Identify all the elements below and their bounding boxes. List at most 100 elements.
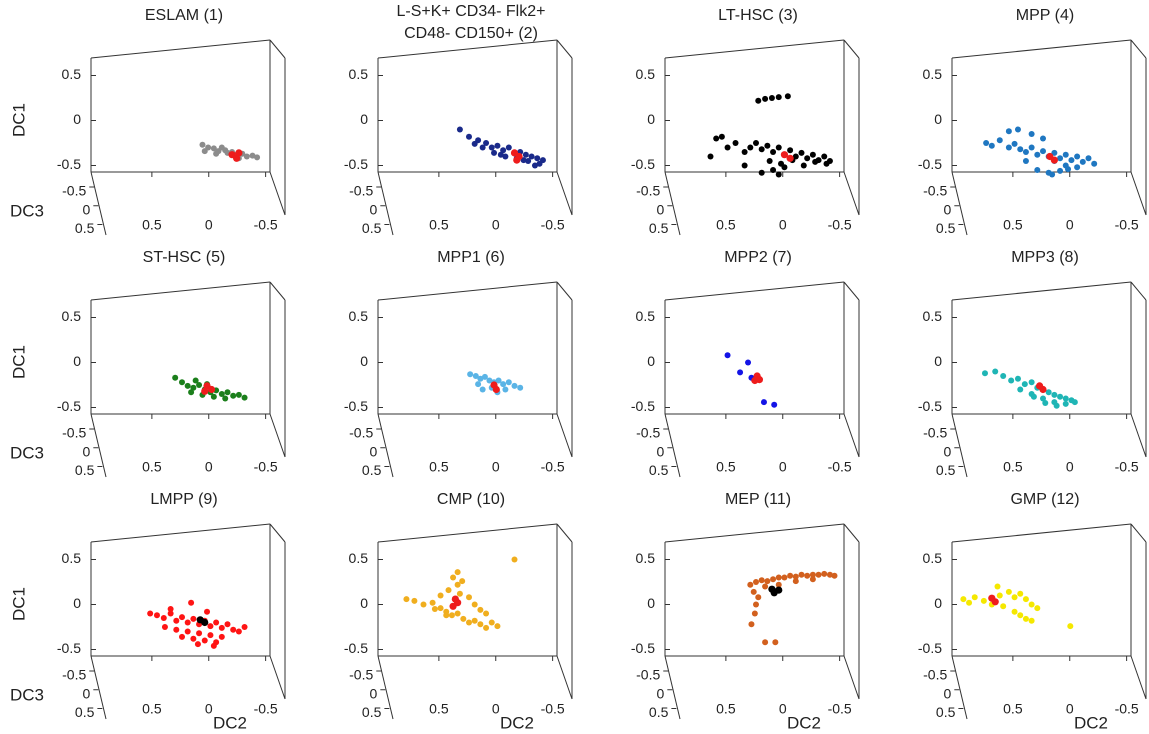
- axis-box: [377, 39, 558, 59]
- data-point: [1045, 389, 1052, 396]
- z-tick-label: 0: [370, 443, 378, 459]
- data-point: [1067, 623, 1074, 630]
- x-tick-label: 0.5: [1003, 701, 1023, 717]
- axis-box: [843, 655, 860, 700]
- panel: MPP (4) 0.5 0 -0.5 0.5 0 -0.5 -0.5 0 0.5: [918, 7, 1147, 236]
- data-point: [192, 377, 199, 384]
- data-point: [190, 384, 197, 391]
- data-point: [988, 142, 995, 149]
- data-point: [1049, 171, 1056, 178]
- data-point: [466, 619, 472, 626]
- data-point: [210, 145, 217, 152]
- data-point: [505, 379, 512, 386]
- data-point: [826, 571, 833, 578]
- data-point: [971, 594, 978, 601]
- data-point: [766, 158, 773, 164]
- y-tick-label: 0: [934, 595, 942, 611]
- y-tick-label: 0.5: [62, 308, 82, 324]
- data-point: [775, 171, 782, 178]
- data-point: [511, 382, 518, 389]
- axis-box: [90, 171, 107, 236]
- data-point: [495, 377, 502, 384]
- data-point: [770, 149, 777, 155]
- data-point: [1057, 167, 1064, 174]
- data-point: [160, 615, 167, 621]
- z-tick-label: -0.5: [349, 667, 373, 683]
- data-point: [179, 633, 185, 640]
- y-tick-label: -0.5: [631, 156, 655, 172]
- z-tick-label: 0.5: [75, 220, 95, 236]
- axis-box: [664, 39, 845, 59]
- data-point: [792, 573, 799, 580]
- axis-box: [556, 171, 573, 216]
- data-point: [800, 162, 807, 169]
- data-point: [741, 162, 748, 169]
- data-point: [161, 624, 168, 630]
- data-point: [707, 153, 714, 160]
- data-point: [525, 158, 532, 164]
- data-point: [775, 574, 782, 581]
- data-point: [472, 373, 479, 379]
- data-point: [741, 149, 748, 155]
- data-point: [179, 614, 185, 621]
- z-tick-label: 0.5: [649, 220, 669, 236]
- x-tick-label: 0.5: [142, 217, 162, 233]
- axis-box: [1130, 655, 1147, 700]
- y-tick-label: 0.5: [923, 308, 943, 324]
- data-point: [1042, 400, 1049, 406]
- data-point: [448, 612, 455, 619]
- data-point: [1022, 158, 1029, 164]
- x-tick-label: 0: [779, 701, 787, 717]
- data-point: [784, 93, 791, 100]
- data-point: [991, 598, 999, 606]
- data-point: [429, 599, 436, 606]
- z-tick-label: 0.5: [936, 220, 956, 236]
- y-tick-label: 0: [934, 111, 942, 127]
- x-tick-label: -0.5: [254, 217, 278, 233]
- y-tick-label: -0.5: [631, 640, 655, 656]
- data-point: [1011, 140, 1018, 147]
- data-point: [483, 624, 490, 631]
- x-tick-label: -0.5: [254, 459, 278, 475]
- axis-box: [90, 655, 107, 720]
- data-point: [1014, 375, 1021, 382]
- data-point: [184, 619, 191, 626]
- data-point: [513, 156, 521, 164]
- y-tick-label: 0: [360, 353, 368, 369]
- y-tick-label: -0.5: [57, 398, 81, 414]
- y-tick-label: 0: [934, 353, 942, 369]
- data-point: [222, 147, 229, 154]
- data-point: [450, 574, 457, 581]
- data-point: [1039, 385, 1047, 394]
- z-tick-label: -0.5: [62, 183, 86, 199]
- panel: GMP (12) 0.5 0 -0.5 0.5 0 -0.5 -0.5 0 0.5 DC2: [918, 491, 1147, 732]
- x-tick-label: 0: [492, 701, 500, 717]
- axis-box: [269, 39, 286, 59]
- data-point: [477, 375, 484, 382]
- data-point: [479, 144, 486, 151]
- axis-box: [664, 523, 845, 543]
- data-point: [241, 394, 248, 401]
- panel-title: GMP (12): [1010, 491, 1079, 508]
- z-tick-label: 0: [83, 443, 91, 459]
- data-point: [1008, 377, 1015, 384]
- data-point: [454, 581, 461, 588]
- data-point: [1017, 386, 1024, 393]
- data-point: [184, 382, 191, 389]
- data-point: [492, 385, 500, 394]
- data-point: [992, 368, 999, 375]
- data-point: [179, 379, 185, 386]
- y-tick-label: 0: [73, 353, 81, 369]
- y-tick-label: 0.5: [636, 550, 656, 566]
- x-tick-label: 0.5: [429, 701, 449, 717]
- data-point: [1011, 594, 1018, 601]
- y-tick-label: 0: [73, 111, 81, 127]
- data-point: [1034, 605, 1041, 612]
- data-point: [1065, 166, 1072, 173]
- x-tick-label: 0.5: [1003, 217, 1023, 233]
- data-point: [751, 610, 758, 617]
- data-point: [218, 624, 225, 631]
- z-tick-label: -0.5: [923, 667, 947, 683]
- data-point: [821, 153, 828, 160]
- panel: MPP2 (7) 0.5 0 -0.5 0.5 0 -0.5 -0.5 0 0.5: [631, 249, 860, 478]
